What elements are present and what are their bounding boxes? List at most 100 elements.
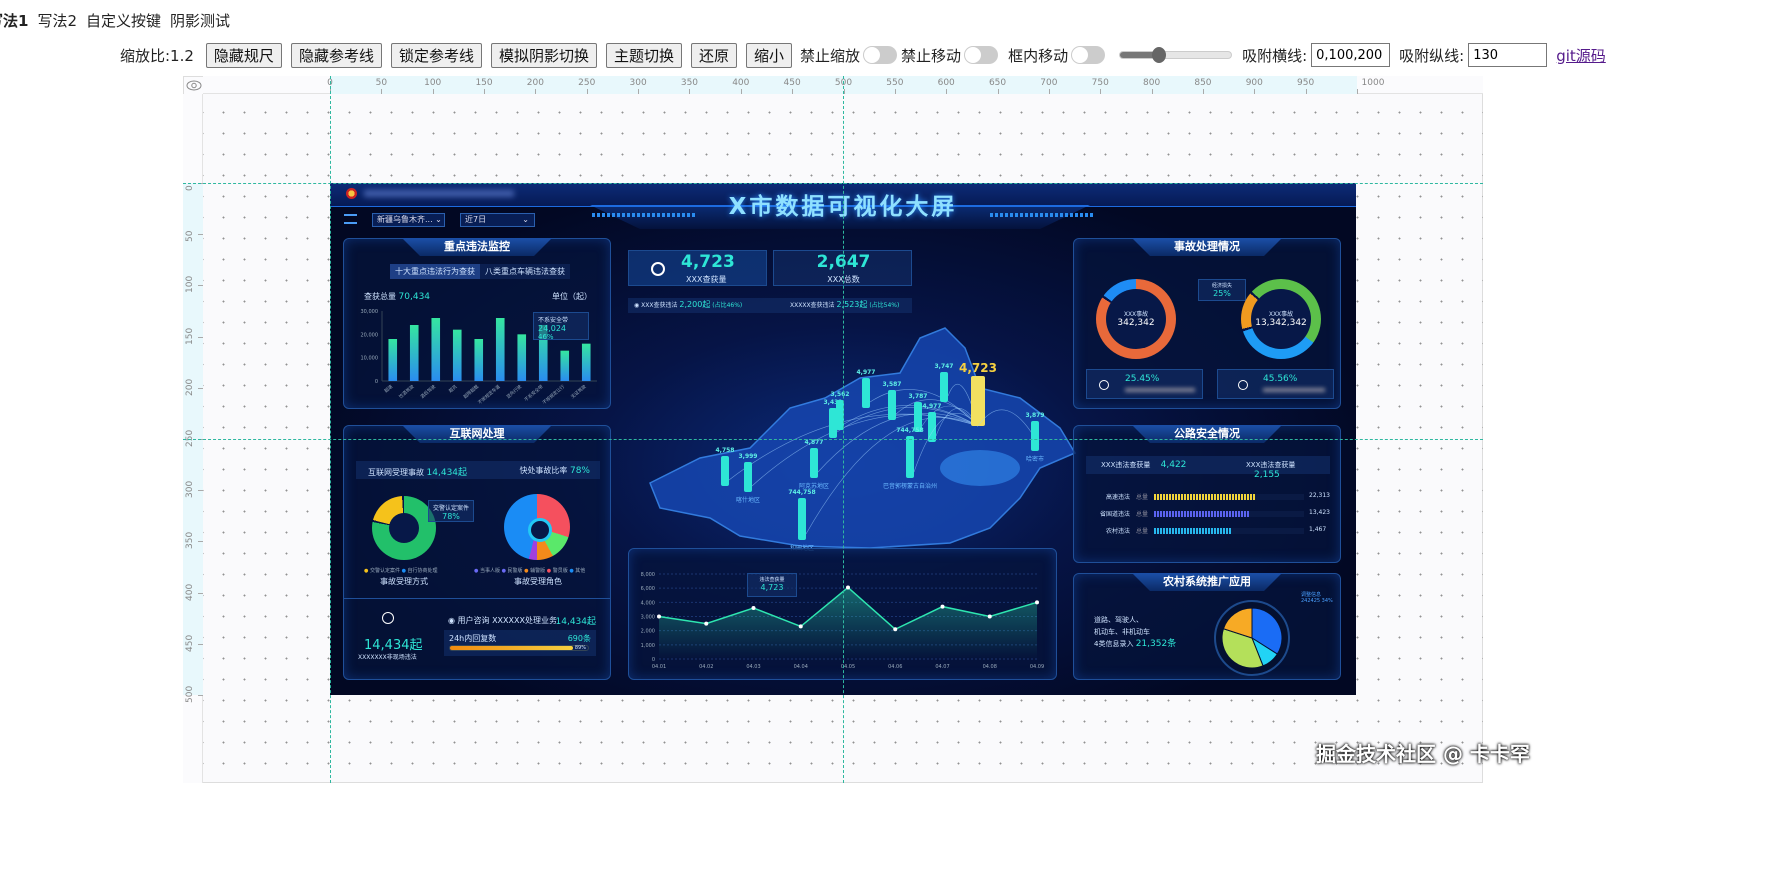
map-pillar-value: 3,787 [909,393,928,400]
nav-item[interactable]: 自定义按键 [85,12,161,30]
hide-guides-button[interactable]: 隐藏参考线 [290,42,382,68]
total-row: 查获总量 70,434 [364,292,431,302]
map-region-label: 喀什地区 [736,496,760,504]
zoom-out-button[interactable]: 缩小 [746,42,793,68]
map-pillar-value: 4,977 [923,403,942,410]
bar [409,325,419,381]
data-point [846,585,850,590]
theme-toggle-button[interactable]: 主题切换 [605,42,682,68]
nav-item[interactable]: 写法2 [37,12,77,30]
line-chart: 0 1,000 2,000 3,000 4,000 6,000 8,000 04.01 04.0… [641,572,1044,670]
map-region-label: 巴音郭楞蒙古自治州 [883,482,937,490]
highlight-region [940,450,1020,486]
map-pillar [971,376,985,426]
ruler-tick [1254,89,1256,94]
x-tick-label: 04.07 [935,664,949,670]
x-tick-label: 超限超载 [462,383,481,400]
lock-guides-button[interactable]: 锁定参考线 [390,42,482,68]
seized-breakdown: ◉ XXX查获违法 2,200起 (占比46%) XXXXX查获违法 2,523… [628,298,912,313]
move-in-frame-toggle[interactable] [1071,46,1106,64]
tab-top10[interactable]: 十大重点违法行为查获 [390,264,480,279]
map-pillar-value: 4,723 [959,361,997,375]
region-map[interactable]: 4,7583,999喀什地区4,877阿克苏地区744,758和田地区3,432… [620,308,1080,558]
guide-line-horizontal[interactable] [183,183,1483,184]
menu-icon[interactable] [344,214,357,224]
toggle-shadow-button[interactable]: 模拟阴影切换 [490,42,597,68]
data-point [751,606,756,610]
ruler-tick-label: 650 [988,78,1007,88]
police-emblem-icon [346,188,357,199]
ruler-tick [586,89,588,94]
x-tick-label: 不系安全带 [523,383,545,403]
accident-donut-2[interactable]: #dash .donut[data-name="accident-donut-2… [1241,279,1321,359]
ruler-tick-label: 0 [185,185,195,191]
x-tick-label: 04.09 [1030,664,1044,670]
map-pillar [721,456,729,486]
map-pillar-value: 3,587 [883,381,902,388]
ruler-tick-label: 900 [1245,78,1263,88]
flow-line [843,405,979,427]
donut-tooltip: 交警认定案件 78% [428,500,474,522]
y-tick-label: 20,000 [361,332,379,338]
snap-v-input[interactable] [1468,43,1548,67]
tab-8types[interactable]: 八类重点车辆违法查获 [480,264,570,279]
x-tick-label: 不按规定车道 [476,383,502,406]
nav-item[interactable]: 阴影测试 [170,12,231,30]
ruler-tick [843,89,845,94]
git-source-link[interactable]: git源码 [1556,46,1606,65]
stat-total: 2,647 XXX总数 [773,250,912,286]
ruler-tick [792,89,794,94]
guide-line-horizontal[interactable] [183,439,1483,440]
map-pillar [810,448,818,478]
donut-caption: 事故受理方式 [380,577,428,586]
consult-value: 14,434起 [555,617,597,627]
map-pillar [829,408,837,438]
panel-title: 农村系统推广应用 [1132,573,1282,591]
unit-label: 单位（起） [552,292,592,301]
hide-ruler-button[interactable]: 隐藏规尺 [205,42,282,68]
ruler-tick-label: 450 [185,634,195,652]
y-tick-label: 0 [375,379,378,385]
pie-slice [1222,607,1253,639]
slider-handle[interactable] [1151,47,1166,63]
flow-line [817,413,979,473]
ruler-tick [638,89,640,94]
map-region-shape [649,327,1077,549]
ruler-tick [689,89,691,94]
reset-button[interactable]: 还原 [691,42,738,68]
ruler-tick-label: 50 [375,78,388,88]
region-select[interactable]: 新疆乌鲁木齐... ⌄ [372,213,445,227]
guide-line-vertical[interactable] [330,76,331,783]
bar [538,324,548,381]
page-title: X市数据可视化大屏 [728,194,958,220]
ruler-tick-label: 100 [424,78,442,88]
guide-line-vertical[interactable] [843,76,844,783]
accept-role-rose-chart[interactable]: #dash .donut[data-name="accept-role-rose… [504,494,570,560]
flow-line [805,417,979,535]
map-pillar [906,436,914,478]
disable-move-toggle[interactable] [964,46,999,64]
panel-tabs: 十大重点违法行为查获 八类重点车辆违法查获 [390,264,570,279]
eye-icon[interactable] [184,77,203,94]
slider-fill [1120,52,1159,58]
rural-pie-chart[interactable] [1220,606,1284,670]
accident-donut-1[interactable]: #dash .donut[data-name="accident-donut-1… [1096,279,1176,359]
road-row-value: 13,423 [1309,509,1330,516]
ruler-tick [198,541,203,543]
accept-method-donut[interactable]: #dash .donut[data-name="accept-method-do… [372,496,436,560]
period-select[interactable]: 近7日 ⌄ [460,213,535,227]
x-tick-label: 逆向行驶 [505,383,524,400]
disable-zoom-toggle[interactable] [863,46,898,64]
disable-zoom-label: 禁止缩放 [800,46,861,65]
decor-stripes [990,213,1095,217]
map-pillar-value: 744,758 [788,489,815,496]
ruler-tick-label: 1000 [1361,78,1385,88]
nav-item[interactable]: 写法1 [0,12,29,30]
snap-h-input[interactable] [1311,43,1391,67]
ruler-tick [1048,89,1050,94]
zoom-slider[interactable] [1119,47,1233,63]
ruler-tick-label: 500 [185,685,195,703]
map-pillar-value: 4,977 [857,369,876,376]
pie-callout: 调整信息 242425 34% [1301,592,1333,604]
panel-key-violations: 重点违法监控 十大重点违法行为查获 八类重点车辆违法查获 查获总量 70,434… [343,238,611,409]
